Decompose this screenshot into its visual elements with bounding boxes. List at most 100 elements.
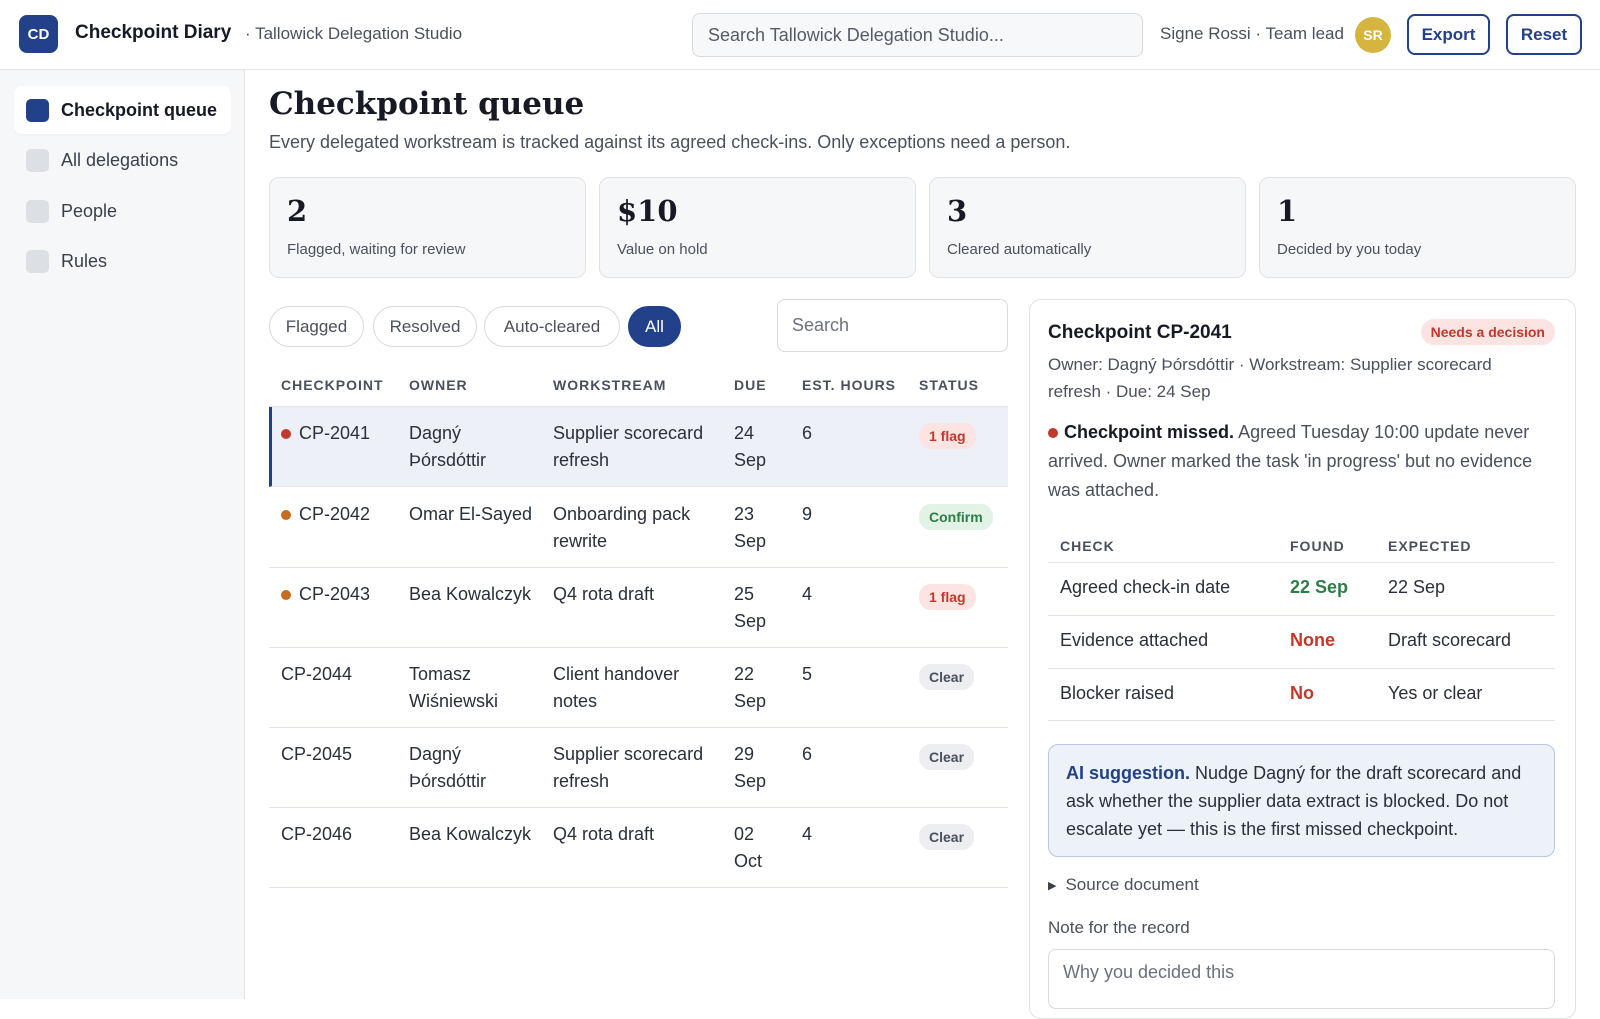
- sidebar: Checkpoint queue All delegations People …: [0, 70, 245, 999]
- flag-dot-icon: [281, 428, 291, 439]
- alert-text: Agreed Tuesday 10:00 update never arrive…: [1048, 422, 1533, 500]
- stat-label: Cleared automatically: [947, 241, 1092, 258]
- hours-cell: 4: [802, 584, 813, 604]
- sidebar-item-people[interactable]: People: [14, 187, 231, 235]
- check-name: Agreed check-in date: [1060, 577, 1231, 597]
- stat-card-flagged: 2 Flagged, waiting for review: [269, 177, 586, 278]
- hours-cell: 4: [802, 824, 813, 844]
- workstream-cell: Client handover notes: [553, 664, 680, 711]
- stat-card-value-on-hold: $10 Value on hold: [599, 177, 916, 278]
- source-document-toggle[interactable]: ▶ Source document: [1048, 875, 1199, 895]
- page-title: Checkpoint queue: [269, 86, 585, 122]
- column-header-owner[interactable]: OWNER: [409, 377, 468, 393]
- sidebar-item-label: All delegations: [61, 149, 179, 170]
- check-expected: 22 Sep: [1388, 577, 1446, 597]
- stat-label: Value on hold: [617, 241, 708, 258]
- checkpoint-id-cell: CP-2041: [281, 420, 370, 447]
- note-label: Note for the record: [1048, 918, 1190, 937]
- check-found: None: [1290, 630, 1335, 650]
- warning-dot-icon: [281, 509, 291, 520]
- table-row[interactable]: CP-2043 Bea Kowalczyk Q4 rota draft 25 S…: [269, 568, 1008, 648]
- avatar[interactable]: SR: [1355, 17, 1391, 53]
- table-row[interactable]: CP-2046 Bea Kowalczyk Q4 rota draft 02 O…: [269, 808, 1008, 888]
- checkpoint-id: CP-2043: [299, 584, 371, 604]
- sidebar-item-label: Rules: [61, 250, 108, 271]
- filter-chip-all[interactable]: All: [628, 306, 681, 347]
- sidebar-item-rules[interactable]: Rules: [14, 237, 231, 285]
- user-label: Signe Rossi · Team lead: [1160, 24, 1344, 43]
- nav-square-icon: [26, 249, 49, 273]
- due-cell: 29 Sep: [734, 744, 767, 791]
- sidebar-item-checkpoint-queue[interactable]: Checkpoint queue: [14, 86, 231, 134]
- status-cell: Confirm: [919, 503, 993, 530]
- warning-dot-icon: [281, 589, 291, 600]
- hours-cell: 5: [802, 664, 813, 684]
- expected-column-header: EXPECTED: [1388, 538, 1472, 554]
- check-column-header: CHECK: [1060, 538, 1115, 554]
- filter-chip-auto-cleared[interactable]: Auto-cleared: [484, 306, 620, 347]
- checkpoint-detail-panel: Checkpoint CP-2041 Needs a decision Owne…: [1029, 299, 1576, 1019]
- ai-suggestion: AI suggestion. Nudge Dagný for the draft…: [1048, 744, 1555, 857]
- workstream-cell: Supplier scorecard refresh: [553, 423, 704, 470]
- workstream-cell: Q4 rota draft: [553, 584, 655, 604]
- column-header-status[interactable]: STATUS: [919, 377, 979, 393]
- status-badge: 1 flag: [919, 423, 976, 449]
- found-column-header: FOUND: [1290, 538, 1345, 554]
- nav-square-icon: [26, 98, 49, 122]
- nav-square-icon: [26, 199, 49, 223]
- stat-card-decided: 1 Decided by you today: [1259, 177, 1576, 278]
- column-header-due[interactable]: DUE: [734, 377, 767, 393]
- table-row[interactable]: CP-2042 Omar El-Sayed Onboarding pack re…: [269, 488, 1008, 568]
- status-cell: Clear: [919, 743, 975, 770]
- owner-cell: Dagný Þórsdóttir: [409, 423, 487, 470]
- app-logo: CD: [19, 15, 58, 53]
- check-row: Evidence attached None Draft scorecard: [1048, 615, 1555, 668]
- column-header-workstream[interactable]: WORKSTREAM: [553, 377, 667, 393]
- status-badge: Clear: [919, 664, 975, 690]
- owner-cell: Bea Kowalczyk: [409, 824, 532, 844]
- owner-cell: Tomasz Wiśniewski: [409, 664, 499, 711]
- checkpoint-id-cell: CP-2045: [281, 744, 353, 764]
- source-document-label: Source document: [1065, 875, 1199, 894]
- table-row[interactable]: CP-2041 Dagný Þórsdóttir Supplier scorec…: [269, 407, 1008, 487]
- check-expected: Draft scorecard: [1388, 630, 1512, 650]
- note-input[interactable]: [1048, 949, 1555, 1009]
- detail-title: Checkpoint CP-2041: [1048, 322, 1232, 343]
- ai-suggestion-text: Nudge Dagný for the draft scorecard and …: [1066, 763, 1522, 839]
- expand-triangle-icon: ▶: [1048, 879, 1057, 892]
- stat-value: $10: [617, 194, 678, 228]
- check-expected: Yes or clear: [1388, 683, 1483, 703]
- table-header-divider: [269, 406, 1008, 407]
- status-badge: Clear: [919, 744, 975, 770]
- filter-chip-flagged[interactable]: Flagged: [269, 306, 364, 347]
- owner-cell: Bea Kowalczyk: [409, 584, 532, 604]
- stat-label: Flagged, waiting for review: [287, 241, 466, 258]
- sidebar-item-label: Checkpoint queue: [61, 99, 218, 120]
- column-header-checkpoint[interactable]: CHECKPOINT: [281, 377, 384, 393]
- filter-chip-resolved[interactable]: Resolved: [373, 306, 477, 347]
- table-row[interactable]: CP-2044 Tomasz Wiśniewski Client handove…: [269, 648, 1008, 728]
- table-row[interactable]: CP-2045 Dagný Þórsdóttir Supplier scorec…: [269, 728, 1008, 808]
- table-search-input[interactable]: [777, 299, 1008, 352]
- status-cell: 1 flag: [919, 583, 976, 610]
- ai-suggestion-label: AI suggestion.: [1066, 763, 1191, 783]
- check-row: Blocker raised No Yes or clear: [1048, 668, 1555, 721]
- status-badge: Confirm: [919, 504, 993, 530]
- export-button[interactable]: Export: [1407, 14, 1490, 55]
- owner-cell: Omar El-Sayed: [409, 504, 533, 524]
- column-header-est-hours[interactable]: EST. HOURS: [802, 377, 897, 393]
- top-bar: CD Checkpoint Diary · Tallowick Delegati…: [0, 0, 1600, 70]
- check-row: Agreed check-in date 22 Sep 22 Sep: [1048, 562, 1555, 615]
- page-subtitle: Every delegated workstream is tracked ag…: [269, 132, 1071, 152]
- stat-value: 1: [1277, 194, 1298, 228]
- checkpoint-id: CP-2041: [299, 423, 371, 443]
- stat-value: 3: [947, 194, 968, 228]
- global-search-input[interactable]: [692, 13, 1143, 57]
- alert-title: Checkpoint missed.: [1064, 422, 1235, 442]
- detail-meta: Owner: Dagný Þórsdóttir · Workstream: Su…: [1048, 355, 1492, 401]
- sidebar-item-all-delegations[interactable]: All delegations: [14, 136, 231, 184]
- hours-cell: 9: [802, 504, 813, 524]
- reset-button[interactable]: Reset: [1506, 14, 1582, 55]
- checkpoint-id-cell: CP-2044: [281, 664, 353, 684]
- check-found: 22 Sep: [1290, 577, 1349, 597]
